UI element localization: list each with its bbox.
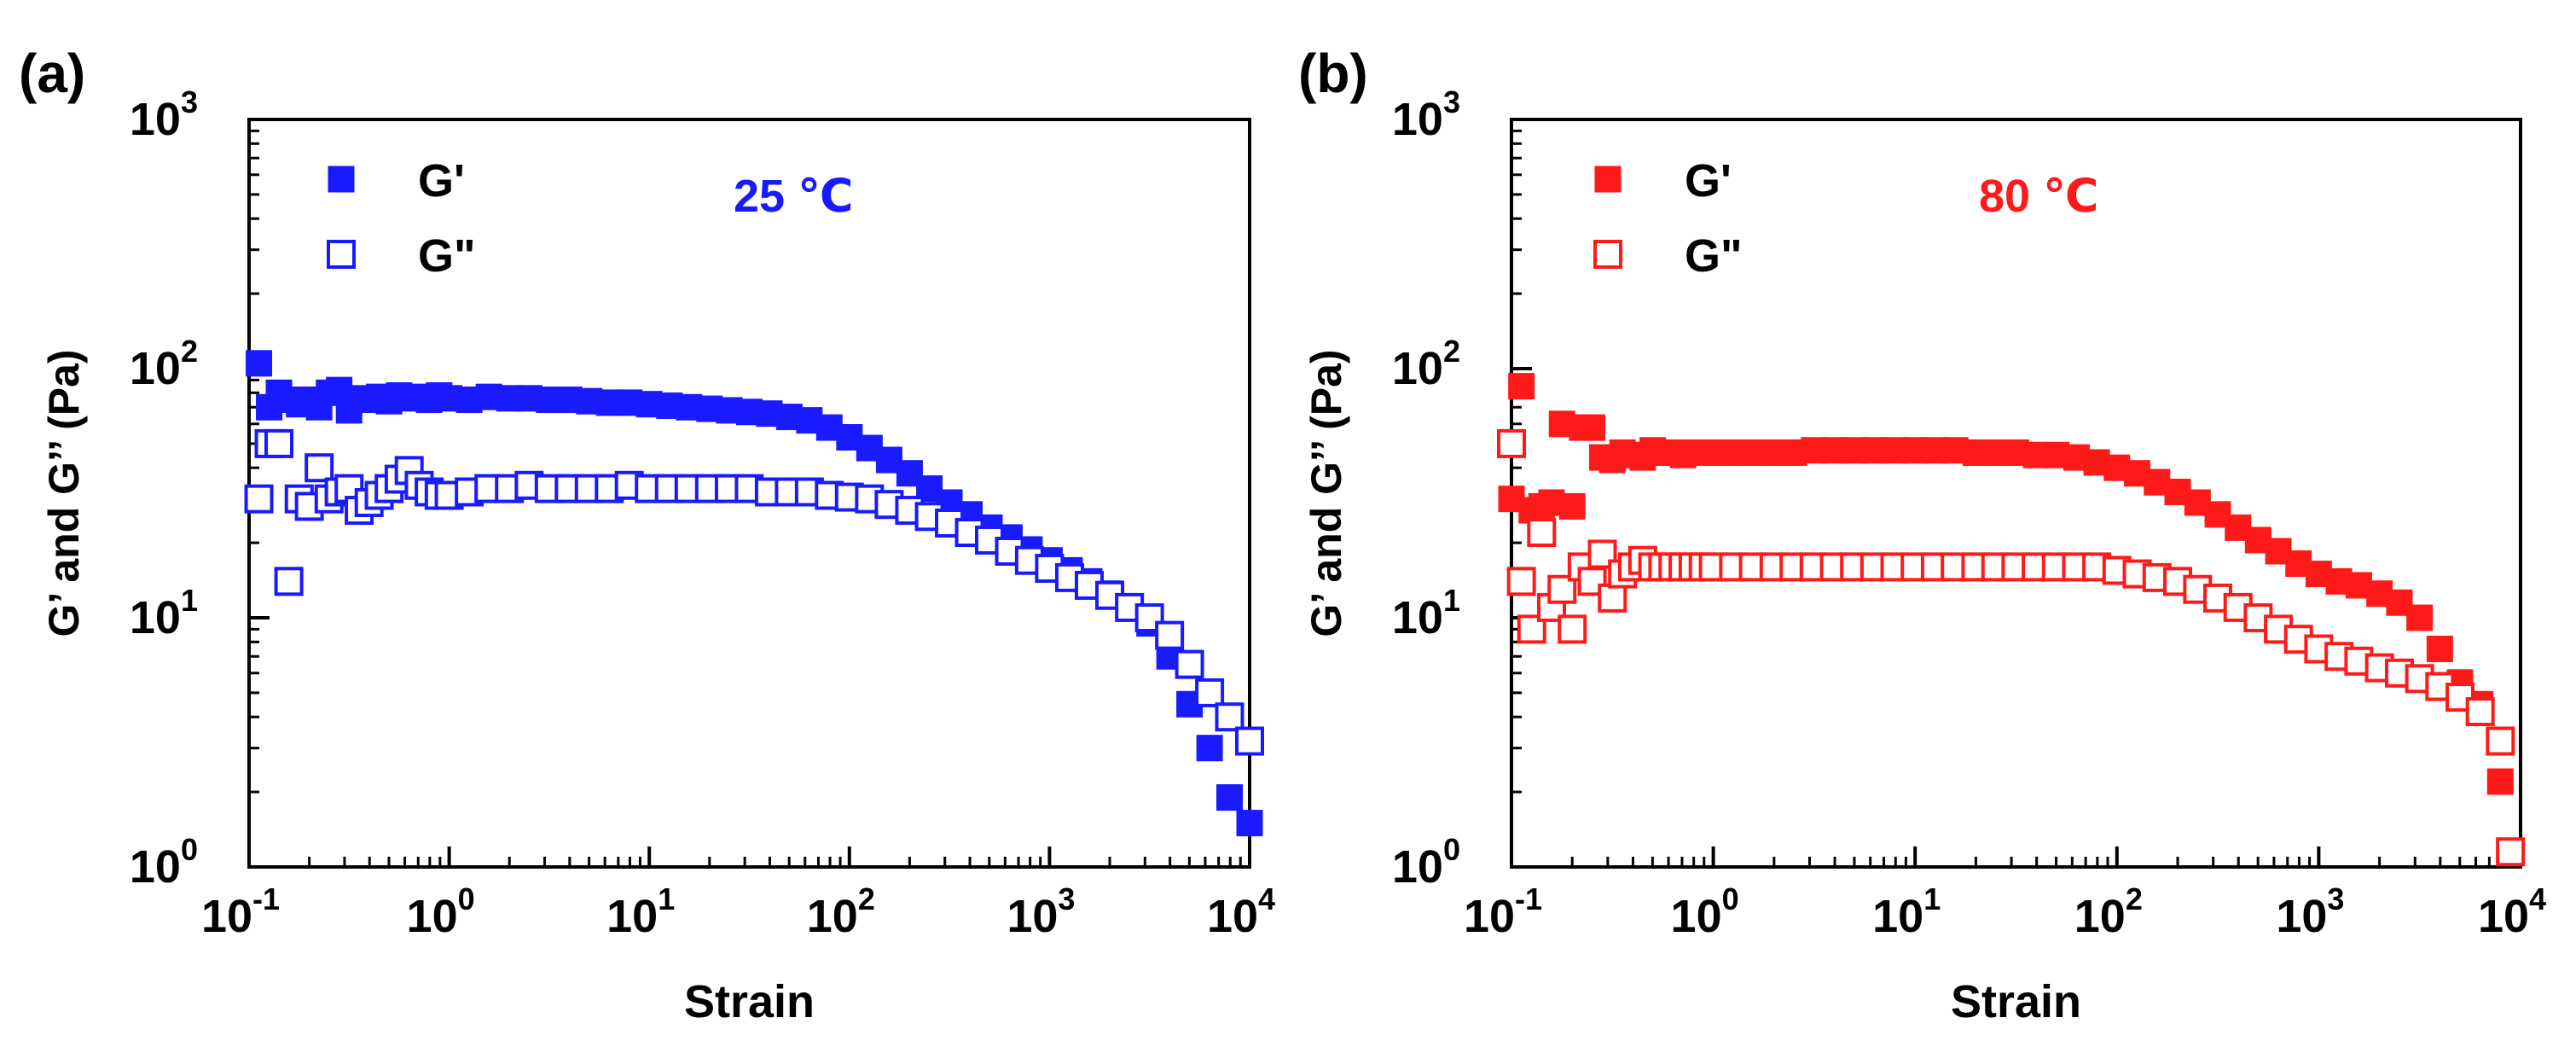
y-tick-exponent: 1 bbox=[181, 583, 198, 618]
y-tick-exponent: 0 bbox=[1443, 832, 1460, 867]
x-tick-exponent: 0 bbox=[458, 881, 475, 916]
chart-panel-b: (b)10-1 100 101 102 103 104100101102103Strain… bbox=[1298, 43, 2546, 1027]
x-tick-label: 102 bbox=[2074, 881, 2143, 942]
x-tick-exponent: 3 bbox=[1058, 881, 1075, 916]
data-point bbox=[1527, 518, 1557, 548]
x-tick-label: 101 bbox=[606, 881, 675, 942]
x-tick-exponent: 2 bbox=[2126, 881, 2143, 916]
temperature-annotation: 80 ℃ bbox=[1979, 171, 2098, 222]
legend-marker bbox=[327, 240, 356, 269]
data-point bbox=[1497, 428, 1526, 458]
x-axis-title: Strain bbox=[1951, 976, 2081, 1027]
data-point bbox=[1558, 614, 1587, 644]
data-point bbox=[1134, 603, 1164, 632]
data-point bbox=[244, 484, 274, 514]
y-tick-label: 101 bbox=[130, 583, 198, 643]
data-point bbox=[2406, 604, 2434, 631]
data-point bbox=[2465, 697, 2495, 727]
temperature-annotation: 25 ℃ bbox=[734, 171, 853, 222]
plot-frame bbox=[1510, 118, 2522, 869]
x-tick-label: 100 bbox=[1671, 881, 1739, 942]
data-point bbox=[2285, 550, 2312, 577]
y-tick-label: 102 bbox=[130, 334, 198, 394]
data-point bbox=[305, 453, 334, 483]
y-tick-label: 102 bbox=[1392, 334, 1460, 394]
y-axis-title: G’ and G’’ (Pa) bbox=[40, 349, 88, 637]
data-point bbox=[1579, 414, 1606, 441]
legend-label: G" bbox=[418, 230, 476, 282]
x-tick-label: 102 bbox=[807, 881, 875, 942]
data-point bbox=[2426, 635, 2453, 662]
legend-marker bbox=[328, 166, 355, 193]
y-tick-exponent: 1 bbox=[1443, 583, 1460, 618]
data-point bbox=[2486, 768, 2514, 795]
data-point bbox=[246, 350, 273, 377]
data-point bbox=[274, 567, 304, 596]
x-tick-label: 103 bbox=[2276, 881, 2344, 942]
y-tick-label: 103 bbox=[1392, 84, 1460, 145]
data-point bbox=[2486, 726, 2515, 756]
series-g-prime bbox=[1498, 373, 2514, 795]
y-tick-exponent: 0 bbox=[181, 832, 198, 867]
data-point bbox=[264, 428, 294, 458]
legend-label: G' bbox=[418, 155, 465, 206]
data-point bbox=[1506, 567, 1536, 596]
y-tick-label: 103 bbox=[130, 84, 198, 145]
x-tick-exponent: 2 bbox=[858, 881, 875, 916]
x-tick-label: 10-1 bbox=[201, 881, 280, 942]
data-point bbox=[1598, 583, 1627, 613]
x-tick-exponent: -1 bbox=[1515, 881, 1542, 916]
y-tick-label: 100 bbox=[1392, 832, 1460, 893]
data-point bbox=[1558, 492, 1586, 520]
data-point bbox=[1155, 620, 1185, 650]
data-point bbox=[1215, 702, 1244, 732]
y-tick-label: 100 bbox=[130, 832, 198, 893]
legend-label: G" bbox=[1685, 230, 1743, 282]
x-tick-label: 101 bbox=[1872, 881, 1941, 942]
panel-label: (b) bbox=[1298, 43, 1368, 104]
legend-marker bbox=[1594, 166, 1622, 193]
series-g-double-prime bbox=[1497, 428, 2526, 867]
x-tick-exponent: 1 bbox=[1923, 881, 1941, 916]
axis-ticks bbox=[1510, 118, 2522, 869]
data-point bbox=[1215, 784, 1243, 811]
y-tick-exponent: 3 bbox=[181, 84, 198, 119]
axis-ticks bbox=[247, 118, 1251, 869]
data-point bbox=[1547, 574, 1577, 604]
data-point bbox=[1236, 810, 1263, 837]
chart-panel-a: (a)10-1 100 101 102 103 104100101102103Strain… bbox=[19, 43, 1275, 1027]
data-point bbox=[1196, 735, 1223, 762]
y-tick-exponent: 2 bbox=[181, 334, 198, 369]
x-axis-title: Strain bbox=[684, 976, 815, 1027]
x-tick-exponent: 4 bbox=[2529, 881, 2546, 916]
data-point bbox=[1508, 373, 1535, 400]
x-tick-label: 104 bbox=[2478, 881, 2546, 942]
y-tick-exponent: 3 bbox=[1443, 84, 1460, 119]
y-axis-title: G’ and G’’ (Pa) bbox=[1303, 349, 1350, 637]
data-point bbox=[1235, 726, 1264, 756]
x-tick-exponent: 3 bbox=[2327, 881, 2344, 916]
legend-marker bbox=[1593, 240, 1622, 269]
x-tick-label: 10-1 bbox=[1464, 881, 1542, 942]
legend-label: G' bbox=[1685, 155, 1732, 206]
x-tick-label: 103 bbox=[1007, 881, 1075, 942]
x-tick-label: 104 bbox=[1207, 881, 1275, 942]
y-tick-exponent: 2 bbox=[1443, 334, 1460, 369]
x-tick-label: 100 bbox=[407, 881, 475, 942]
data-point bbox=[2496, 837, 2526, 867]
x-tick-exponent: 0 bbox=[1722, 881, 1739, 916]
panel-label: (a) bbox=[19, 43, 85, 104]
y-tick-label: 101 bbox=[1392, 583, 1460, 643]
data-point bbox=[1195, 678, 1225, 707]
x-tick-exponent: 4 bbox=[1258, 881, 1275, 916]
series-g-double-prime bbox=[244, 428, 1264, 756]
x-tick-exponent: 1 bbox=[658, 881, 675, 916]
data-point bbox=[1175, 649, 1204, 679]
x-tick-exponent: -1 bbox=[252, 881, 280, 916]
